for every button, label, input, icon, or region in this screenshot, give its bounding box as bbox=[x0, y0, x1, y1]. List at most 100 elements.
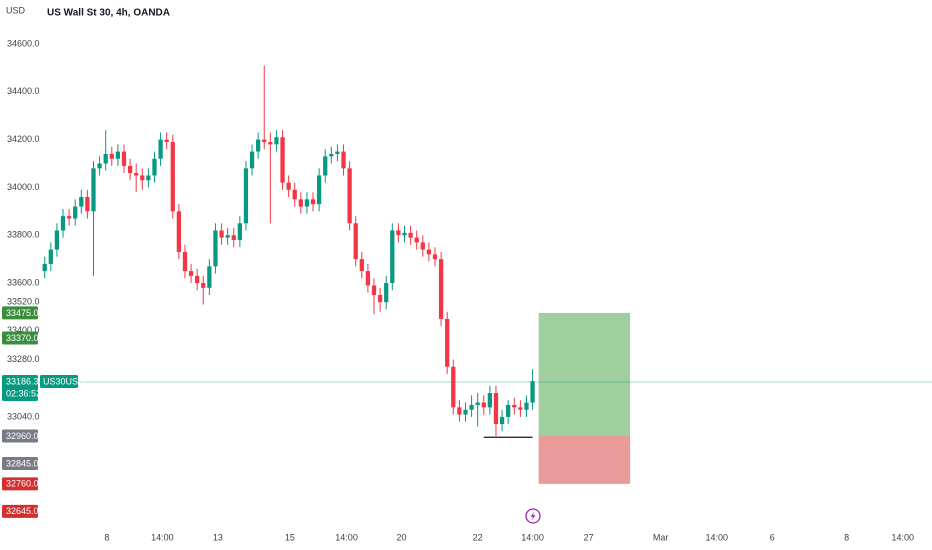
y-tick-label: 34600.0 bbox=[7, 38, 40, 48]
candle-body bbox=[170, 142, 175, 212]
candle-body bbox=[231, 235, 236, 241]
candle-body bbox=[371, 285, 377, 296]
x-tick-label: 27 bbox=[584, 532, 594, 542]
candle-body bbox=[188, 271, 194, 276]
candle-body bbox=[262, 139, 267, 143]
candle-body bbox=[201, 283, 206, 288]
x-tick-label: 22 bbox=[473, 532, 483, 542]
chart-title: US Wall St 30, 4h, OANDA bbox=[47, 8, 170, 19]
x-tick-label: 14:00 bbox=[521, 532, 544, 542]
candle-body bbox=[408, 232, 413, 238]
y-tick-label: 34400.0 bbox=[7, 86, 40, 96]
candle-body bbox=[512, 404, 517, 408]
candle-body bbox=[475, 402, 480, 405]
candle-body bbox=[365, 271, 371, 286]
symbol-label: US30USD bbox=[43, 376, 85, 386]
price-marker-label: 33475.0 bbox=[6, 308, 39, 318]
price-marker bbox=[2, 331, 38, 345]
y-tick-label: 33040.0 bbox=[7, 411, 40, 421]
candle-body bbox=[66, 216, 72, 219]
candle-body bbox=[91, 168, 96, 212]
candle-body bbox=[256, 139, 261, 152]
candle-body bbox=[353, 223, 358, 260]
candle-body bbox=[506, 404, 511, 417]
candle-body bbox=[195, 275, 200, 284]
candle-body bbox=[42, 263, 47, 272]
price-marker bbox=[2, 306, 38, 320]
candle-body bbox=[109, 153, 114, 159]
y-tick-label: 33520.0 bbox=[7, 297, 40, 307]
candle-body bbox=[347, 168, 352, 224]
candle-body bbox=[402, 232, 407, 236]
candle-body bbox=[274, 137, 279, 145]
x-tick-label: 15 bbox=[285, 532, 295, 542]
x-tick-label: Mar bbox=[653, 532, 669, 542]
candle-body bbox=[140, 175, 145, 181]
alert-circle bbox=[525, 508, 541, 524]
candle-body bbox=[445, 318, 450, 367]
x-tick-label: 6 bbox=[770, 532, 775, 542]
candle-body bbox=[420, 242, 425, 250]
alert-bolt bbox=[530, 511, 536, 521]
candle-body bbox=[225, 235, 230, 238]
candle-body bbox=[97, 163, 102, 169]
candle-body bbox=[329, 153, 334, 157]
candle-body bbox=[79, 196, 84, 207]
candle-body bbox=[414, 237, 419, 243]
current-price-marker bbox=[2, 374, 38, 401]
candle-body bbox=[103, 153, 108, 164]
candle-body bbox=[164, 139, 169, 143]
candle-body bbox=[384, 283, 389, 303]
candle-body bbox=[243, 168, 249, 224]
x-tick-label: 8 bbox=[844, 532, 849, 542]
x-tick-label: 14:00 bbox=[891, 532, 914, 542]
y-tick-label: 33280.0 bbox=[7, 354, 40, 364]
x-tick-label: 20 bbox=[396, 532, 406, 542]
candle-body bbox=[335, 151, 340, 154]
candle-body bbox=[176, 211, 182, 252]
candle-body bbox=[469, 404, 474, 410]
candle-body bbox=[432, 254, 438, 260]
price-marker bbox=[2, 477, 38, 491]
currency-label: USD bbox=[6, 5, 26, 15]
loss-zone bbox=[538, 436, 631, 484]
price-marker bbox=[2, 504, 38, 518]
price-marker bbox=[2, 457, 38, 471]
candle-body bbox=[249, 151, 255, 169]
candle-body bbox=[280, 137, 285, 183]
candle-body bbox=[85, 196, 90, 212]
candle-body bbox=[134, 173, 139, 176]
candle-body bbox=[426, 249, 432, 255]
x-tick-label: 8 bbox=[104, 532, 109, 542]
candle-body bbox=[463, 409, 468, 415]
candle-body bbox=[298, 199, 303, 207]
candle-body bbox=[396, 230, 401, 236]
candle-body bbox=[213, 230, 218, 267]
y-tick-label: 34200.0 bbox=[7, 134, 40, 144]
candle-body bbox=[121, 151, 127, 166]
profit-zone bbox=[538, 312, 631, 437]
countdown-label: 02:36:52 bbox=[6, 388, 41, 398]
candle-body bbox=[451, 366, 456, 408]
y-tick-label: 33400.0 bbox=[7, 325, 40, 335]
candle-body bbox=[158, 139, 163, 159]
candle-body bbox=[530, 381, 535, 403]
symbol-tag bbox=[40, 374, 78, 388]
alert-icon[interactable] bbox=[525, 508, 541, 524]
candle-body bbox=[127, 165, 133, 174]
candle-body bbox=[487, 393, 493, 408]
x-tick-label: 13 bbox=[213, 532, 223, 542]
candle-body bbox=[304, 199, 310, 207]
candle-body bbox=[219, 230, 224, 238]
candle-body bbox=[457, 407, 462, 415]
price-marker bbox=[2, 429, 38, 443]
current-price-label: 33186.3 bbox=[6, 376, 39, 386]
y-tick-label: 34000.0 bbox=[7, 182, 40, 192]
candle-body bbox=[518, 407, 523, 410]
candle-body bbox=[499, 416, 505, 425]
y-tick-label: 33600.0 bbox=[7, 277, 40, 287]
candle-body bbox=[359, 259, 364, 272]
price-marker-label: 32760.0 bbox=[6, 479, 39, 489]
